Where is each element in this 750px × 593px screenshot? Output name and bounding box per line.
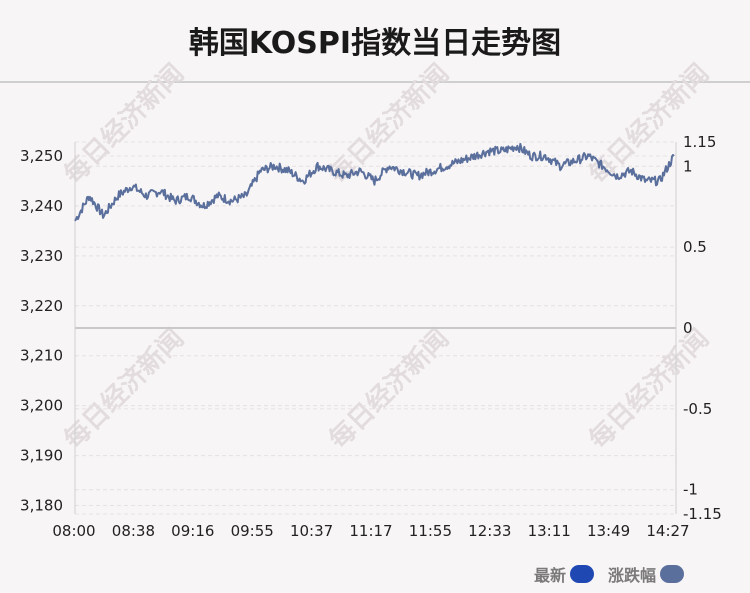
- watermark-text: 每日经济新闻: [323, 58, 455, 190]
- x-tick-label: 11:17: [349, 522, 392, 540]
- series-line-latest: [74, 142, 675, 222]
- x-tick-label: 12:33: [468, 522, 511, 540]
- x-tick-label: 14:27: [646, 522, 689, 540]
- legend: 最新 涨跌幅: [534, 562, 684, 586]
- legend-item-change: 涨跌幅: [608, 562, 684, 586]
- legend-item-latest: 最新: [534, 562, 594, 586]
- x-tick-label: 13:11: [528, 522, 571, 540]
- y-left-tick-label: 3,210: [20, 347, 63, 365]
- chart-title: 韩国KOSPI指数当日走势图: [188, 26, 562, 61]
- watermark-text: 每日经济新闻: [323, 323, 455, 455]
- y-right-tick-label: 0: [683, 319, 693, 337]
- x-tick-label: 08:38: [112, 522, 155, 540]
- x-tick-label: 09:55: [231, 522, 274, 540]
- watermark-text: 每日经济新闻: [583, 58, 715, 190]
- y-right-tick-label: 1: [683, 157, 693, 175]
- tick-labels: 3,250 3,240 3,230 3,220 3,210 3,200 3,190 3,180…: [20, 133, 722, 540]
- y-left-tick-label: 3,230: [20, 247, 63, 265]
- axes: [74, 142, 677, 514]
- y-left-tick-label: 3,190: [20, 447, 63, 465]
- y-right-tick-label: 0.5: [683, 238, 707, 256]
- legend-label-latest: 最新: [533, 566, 566, 585]
- x-tick-label: 11:55: [409, 522, 452, 540]
- x-tick-label: 10:37: [290, 522, 333, 540]
- x-tick-label: 09:16: [171, 522, 214, 540]
- watermark-text: 每日经济新闻: [583, 323, 715, 455]
- y-right-tick-label: -0.5: [683, 400, 712, 418]
- legend-swatch-change: [660, 565, 684, 583]
- x-tick-label: 13:49: [587, 522, 630, 540]
- legend-swatch-latest: [569, 565, 594, 583]
- watermark-text: 每日经济新闻: [58, 58, 190, 190]
- x-tick-label: 08:00: [52, 522, 95, 540]
- y-right-tick-label: -1.15: [683, 505, 722, 523]
- grid-lines: [75, 141, 676, 515]
- y-left-tick-label: 3,200: [20, 397, 63, 415]
- watermark-text: 每日经济新闻: [58, 323, 190, 455]
- y-left-tick-label: 3,180: [20, 497, 63, 515]
- y-right-tick-label: -1: [683, 481, 698, 499]
- legend-label-change: 涨跌幅: [607, 566, 656, 585]
- y-left-tick-label: 3,220: [20, 297, 63, 315]
- y-left-tick-label: 3,250: [20, 147, 63, 165]
- title-divider: [0, 81, 750, 83]
- series-layer: [74, 142, 675, 222]
- y-right-tick-label: 1.15: [683, 133, 716, 151]
- y-left-tick-label: 3,240: [20, 197, 63, 215]
